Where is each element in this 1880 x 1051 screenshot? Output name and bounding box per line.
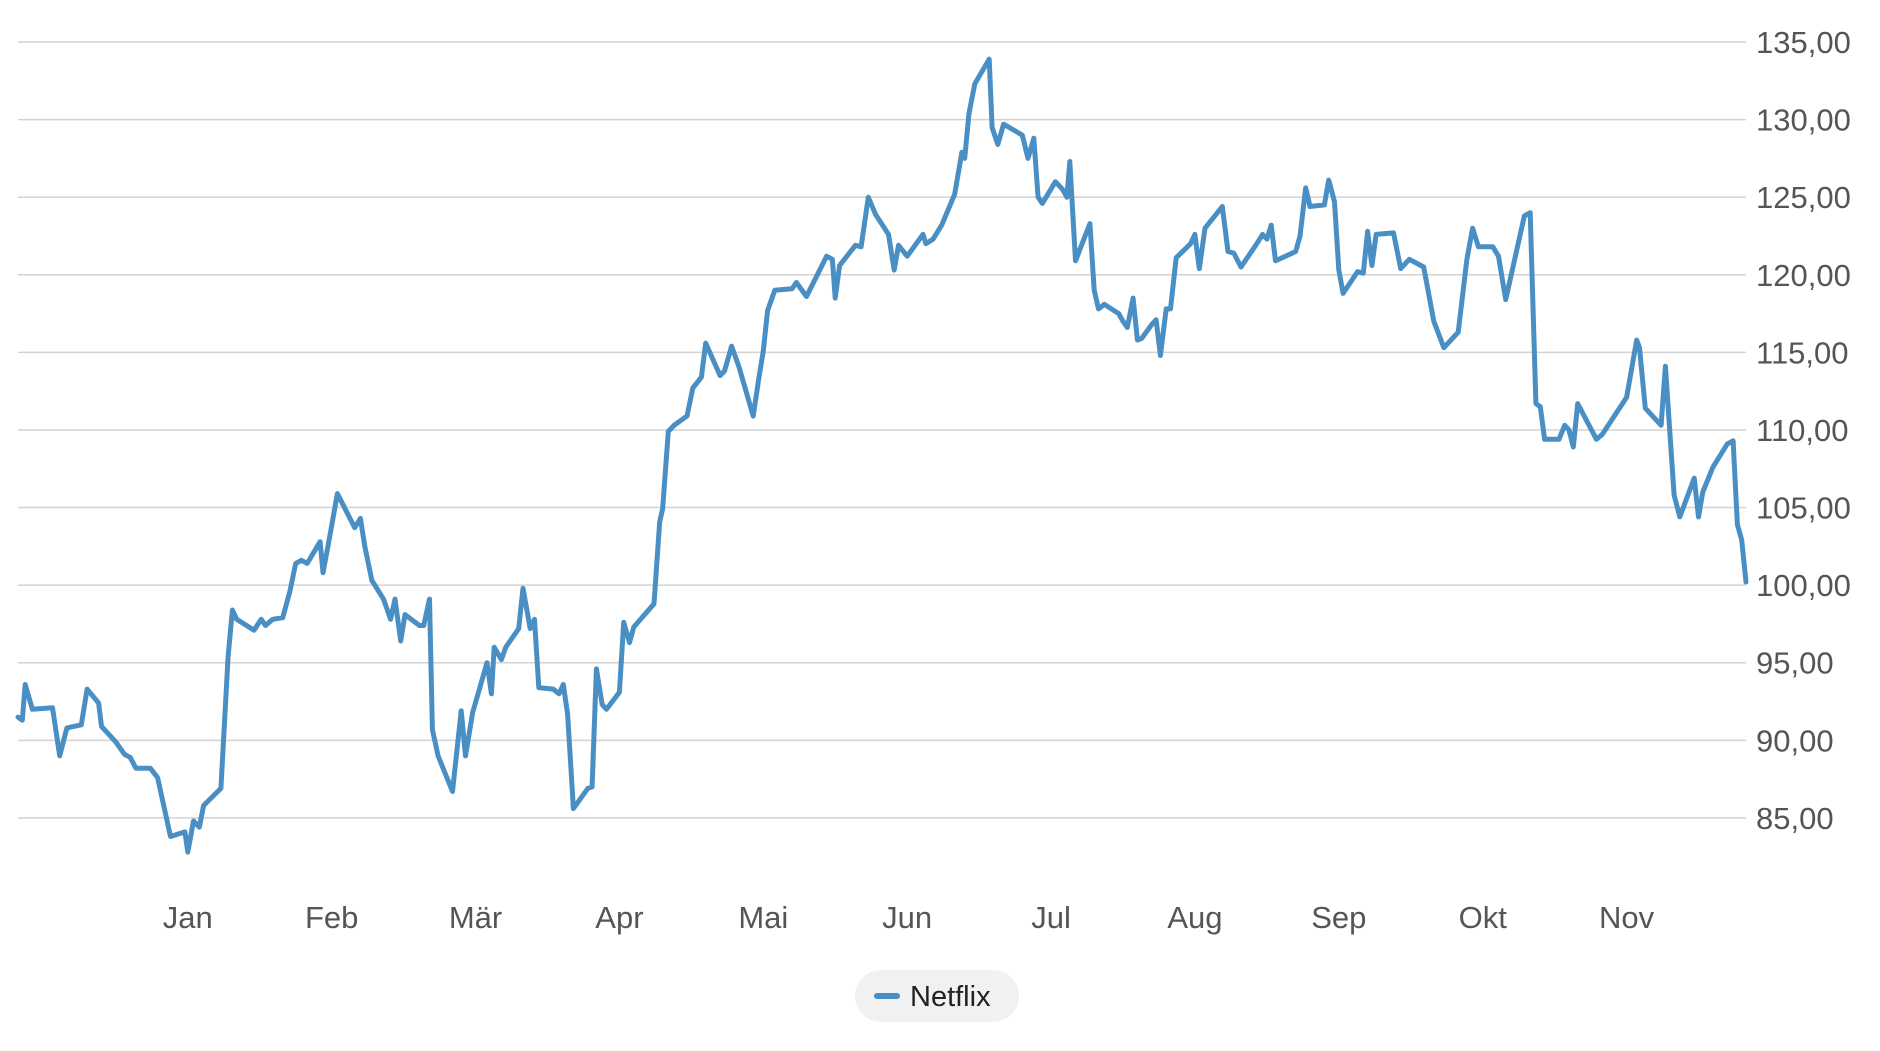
x-tick-label: Apr: [595, 900, 643, 935]
y-tick-label: 85,00: [1756, 801, 1834, 836]
x-tick-label: Mai: [738, 900, 788, 935]
legend-item[interactable]: Netflix: [855, 970, 1019, 1022]
y-tick-label: 130,00: [1756, 103, 1851, 138]
y-tick-label: 90,00: [1756, 723, 1834, 758]
x-tick-label: Mär: [449, 900, 502, 935]
y-tick-label: 115,00: [1756, 335, 1849, 370]
x-tick-label: Jun: [882, 900, 932, 935]
x-tick-label: Aug: [1167, 900, 1222, 935]
grid: 85,00 90,00 95,00 100,00 105,00 110,00 115,00 1…: [18, 25, 1851, 935]
x-tick-label: Nov: [1599, 900, 1655, 935]
y-tick-label: 100,00: [1756, 568, 1851, 603]
y-tick-label: 110,00: [1756, 413, 1849, 448]
x-tick-label: Sep: [1311, 900, 1366, 935]
y-tick-label: 125,00: [1756, 180, 1851, 215]
x-tick-label: Jul: [1031, 900, 1071, 935]
x-tick-label: Jan: [163, 900, 213, 935]
x-tick-label: Okt: [1459, 900, 1508, 935]
x-tick-label: Feb: [305, 900, 358, 935]
legend-background[interactable]: [855, 970, 1019, 1022]
legend-label[interactable]: Netflix: [910, 981, 991, 1013]
plot: [15, 56, 1749, 855]
y-tick-label: 135,00: [1756, 25, 1851, 60]
legend[interactable]: Netflix: [855, 970, 1019, 1022]
y-tick-label: 105,00: [1756, 491, 1851, 526]
line-series: [15, 56, 1749, 855]
y-tick-label: 120,00: [1756, 258, 1851, 293]
y-tick-label: 95,00: [1756, 646, 1834, 681]
